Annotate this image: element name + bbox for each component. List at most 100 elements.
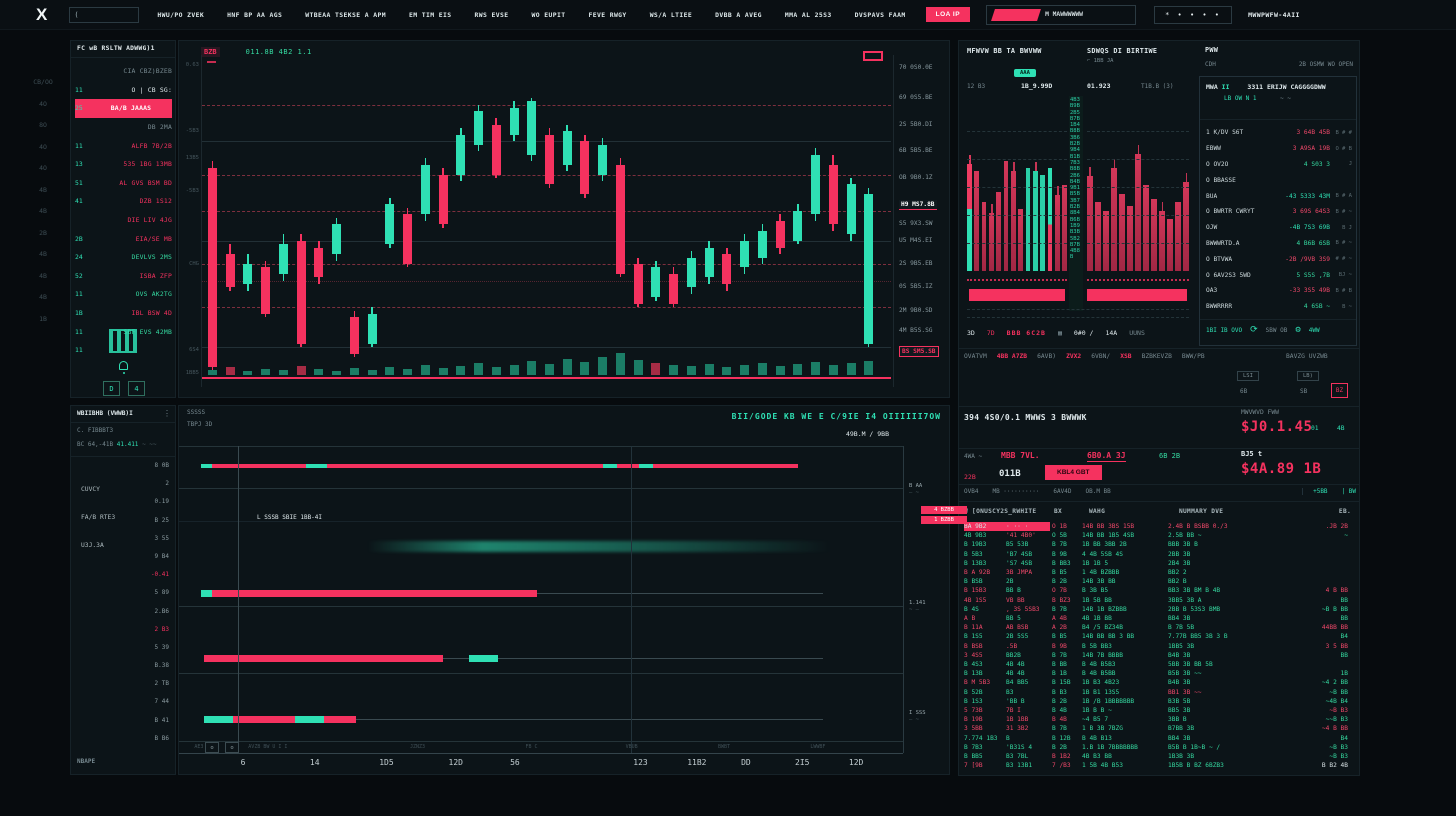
table-row[interactable]: 7 [9B B3 13B1 7 /B3 1 5B 4B B53 1B5B B BZ 6B… — [964, 761, 1354, 770]
book-row[interactable]: O 6AV2S3 5WD 5 S5S ,7B BJ ~ — [1206, 267, 1352, 283]
table-row[interactable]: 7.774 1B3 B B 12B B 4B B13 BB4 3B B4 — [964, 734, 1354, 743]
symbol-badge[interactable]: BZB — [201, 47, 220, 57]
watchlist-row[interactable]: 13 535 1BG 13MB — [75, 155, 172, 174]
watchlist-row[interactable]: 2B EIA/SE MB — [75, 229, 172, 248]
refresh-icon[interactable]: ⟳ — [1250, 325, 1258, 335]
mid-box2[interactable]: LB) — [1297, 371, 1319, 381]
watchlist-row[interactable]: 11 ALFB 7B/2B — [75, 136, 172, 155]
table-row[interactable]: B A 92B 3B JMPA B B5 1 4B BZBBB BB2 2 — [964, 568, 1354, 577]
book-row[interactable]: BWWRRRR 4 6SB ~ B ~ — [1206, 299, 1352, 315]
table-row[interactable]: B 13B3 'S7 4SB B BB3 1B 1B 5 2B4 3B — [964, 559, 1354, 568]
book-footer-b[interactable]: SBW OB — [1265, 326, 1288, 334]
order-action-button[interactable]: KBL4 GBT — [1045, 465, 1102, 480]
watchlist-row[interactable]: 51 AL GVS BSM BD — [75, 174, 172, 193]
nav-item[interactable]: WS/A LTIEE — [649, 10, 693, 19]
table-row[interactable]: B BB5 B3 7BL B 1B2 4B B3 BB 1B3B 3B ~B B3 — [964, 752, 1354, 761]
hist-footer-item[interactable]: UUNS — [1129, 329, 1145, 337]
table-row[interactable]: B 4S3 4B 4B B BB B 4B B5B3 5BB 3B BB 5B — [964, 660, 1354, 669]
watchlist-row[interactable]: DB 2MA — [75, 118, 172, 137]
nav-item[interactable]: FEVE RWGY — [588, 10, 627, 19]
watchlist-row[interactable]: 41 DZB 1S12 — [75, 192, 172, 211]
hist-footer-item[interactable]: 3D — [967, 329, 975, 337]
table-row[interactable]: BA 9B2 · ·· · O 1B 14B BB 3BS 15B 2.4B B BSB… — [964, 522, 1354, 531]
positions-plot[interactable] — [179, 446, 903, 753]
mid-box1[interactable]: LSI — [1237, 371, 1259, 381]
account-label[interactable]: MWWPWFW-4AII — [1248, 10, 1300, 19]
watchlist-row[interactable]: 11 OVS AK2TG — [75, 285, 172, 304]
table-row[interactable]: 5 73B 7B I B 4B 1B B B ~ BB5 3B ~B B3 — [964, 706, 1354, 715]
table-row[interactable]: B 7B3 'B31S 4 B 2B 1.B 1B 7BBBBBBB B5B B 1B~… — [964, 743, 1354, 752]
book-row[interactable]: BWWWRTD.A 4 B6B 6SB B # ~ — [1206, 236, 1352, 252]
mini-toggle-button[interactable]: o — [225, 742, 239, 753]
symbol-label[interactable]: CUVCY — [81, 486, 100, 493]
global-search-input[interactable] — [69, 6, 140, 23]
watchlist-row[interactable]: CIA CBZ)BZEB — [75, 62, 172, 81]
brand-box[interactable]: M MAWWWWWW — [986, 4, 1137, 25]
depth-histogram-left[interactable] — [967, 99, 1068, 271]
mid-glyph2[interactable]: SB — [1300, 388, 1308, 395]
footer-item-teal[interactable]: | BW — [1341, 488, 1356, 495]
book-row[interactable]: OJW -4B 7S3 69B B J — [1206, 220, 1352, 236]
nav-item[interactable]: WO EUPIT — [531, 10, 566, 19]
table-header[interactable]: W [ONUSCY2S_RWHITE — [964, 508, 1037, 515]
nav-item[interactable]: MMA AL 25S3 — [784, 10, 832, 19]
table-row[interactable]: B 19B3 B5 53B B 7B 1B BB 3BB 2B BBB 3B B — [964, 540, 1354, 549]
alert-red-icon[interactable]: BZ — [1331, 383, 1348, 398]
pager-dots[interactable]: * • • • • — [1154, 5, 1233, 24]
book-row[interactable]: OA3 -33 3S5 49B B # B — [1206, 283, 1352, 299]
table-row[interactable]: A B BB 5 A 4B 4B 1B BB BB4 3B BB — [964, 614, 1354, 623]
nav-item[interactable]: WTBEAA TSEKSE A APM — [305, 10, 386, 19]
watchlist-mini-button[interactable]: 4 — [128, 381, 145, 396]
nav-item[interactable]: EM TIM EIS — [409, 10, 452, 19]
hist-footer-item[interactable]: 7D — [986, 329, 995, 337]
watchlist-row[interactable]: 1B IBL BSW 4D — [75, 304, 172, 323]
table-row[interactable]: B 1S3 'BB B B 2B 1B /B 1BBBBBBB B3B 5B ~4B B4 — [964, 697, 1354, 706]
symbol-label[interactable]: U3J.3A — [81, 542, 104, 549]
app-logo[interactable]: X — [36, 4, 48, 24]
price-axis[interactable]: 70 0S0.0E 69 0S5.BE 2S 5B0.DI 6B 5B5.BE OB 9… — [893, 55, 949, 387]
book-row[interactable]: O OV2O 4 S03 3 J — [1206, 157, 1352, 173]
watchlist-row[interactable]: 25 BA/B JAAAS — [75, 99, 172, 118]
symbol-label[interactable]: FA/B RTE3 — [81, 514, 116, 521]
hist-footer-item[interactable]: 0#0 / — [1073, 329, 1094, 337]
hist-left-pill[interactable]: AAA — [1014, 59, 1036, 78]
nav-item[interactable]: DVSPAVS FAAM — [854, 10, 906, 19]
nav-item[interactable]: HWU/PO ZVEK — [157, 10, 205, 19]
watchlist-mini-button[interactable]: D — [103, 381, 120, 396]
table-row[interactable]: B 52B B3 B B3 1B B1 13S5 BB1 3B ~~ ~B BB — [964, 688, 1354, 697]
book-footer-a[interactable]: 1BI IB OVO — [1206, 326, 1243, 334]
watchlist-row[interactable]: 52 ISBA ZFP — [75, 267, 172, 286]
watchlist-row[interactable]: 11 — [75, 341, 172, 360]
watchlist-row[interactable]: 11 SBF EVS 42MB — [75, 322, 172, 341]
hist-footer-item[interactable]: 14A — [1105, 329, 1118, 337]
nav-item[interactable]: RWS EVSE — [474, 10, 509, 19]
watchlist-row[interactable]: 24 DEVLVS 2MS — [75, 248, 172, 267]
table-row[interactable]: B 1S5 2B 5S5 B B5 14B BB BB 3 BB 7.77B BB5 3… — [964, 632, 1354, 641]
candlestick-plot[interactable] — [201, 55, 891, 387]
table-row[interactable]: B BSB .5B B 9B B 5B BB3 1BB5 3B 3 5 BB — [964, 642, 1354, 651]
table-header[interactable]: WAHG — [1089, 508, 1106, 515]
nav-item[interactable]: HNF BP AA AGS — [227, 10, 283, 19]
table-row[interactable]: B 4S , 3S 5SB3 B 7B 14B 1B BZBBB 2BB B 53S3 … — [964, 605, 1354, 614]
book-row[interactable]: O BTVWA -2B /9VB 3S9 # # ~ — [1206, 251, 1352, 267]
watchlist-row[interactable]: DIE LIV 4JG — [75, 211, 172, 230]
hist-footer-item[interactable]: BBB 6C2B — [1006, 329, 1046, 337]
table-row[interactable]: B M 5B3 B4 BB5 B 15B 1B B3 4B23 B4B 3B ~4 2 B… — [964, 678, 1354, 687]
footer-item[interactable]: OVB4 — [964, 488, 979, 495]
footer-item-teal[interactable]: +5BB — [1302, 488, 1328, 495]
book-row[interactable]: EBWW 3 A9SA 19B O # B — [1206, 141, 1352, 157]
table-row[interactable]: B 5B3 'B7 4SB B 9B 4 4B 5SB 4S 2BB 3B — [964, 550, 1354, 559]
book-row[interactable]: 1 K/DV S6T 3 64B 45B B # # — [1206, 125, 1352, 141]
book-row[interactable]: BUA -43 5333 43M B # A — [1206, 188, 1352, 204]
table-header[interactable]: NUMMARY DVE — [1179, 508, 1224, 515]
watchlist-row[interactable]: 11 O | CB SG: — [75, 81, 172, 100]
gear-icon[interactable]: ⚙ — [1295, 325, 1301, 335]
hist-footer-item[interactable]: ▦ — [1057, 329, 1062, 337]
table-row[interactable]: 4B 1S5 VB BB B BZ3 1B 5B BB 3BB5 3B A BB — [964, 596, 1354, 605]
mid-glyph1[interactable]: 6B — [1240, 388, 1248, 395]
nav-item[interactable]: DVBB A AVEG — [715, 10, 762, 19]
book-row[interactable]: O BWRTR CWRYT 3 69S 64S3 B # ~ — [1206, 204, 1352, 220]
book-footer-c[interactable]: 4WW — [1308, 326, 1320, 334]
maximize-icon[interactable] — [863, 51, 883, 61]
table-row[interactable]: B 13B 4B 4B B 1B B 4B B5BB B5B 3B ~~ 1B — [964, 669, 1354, 678]
